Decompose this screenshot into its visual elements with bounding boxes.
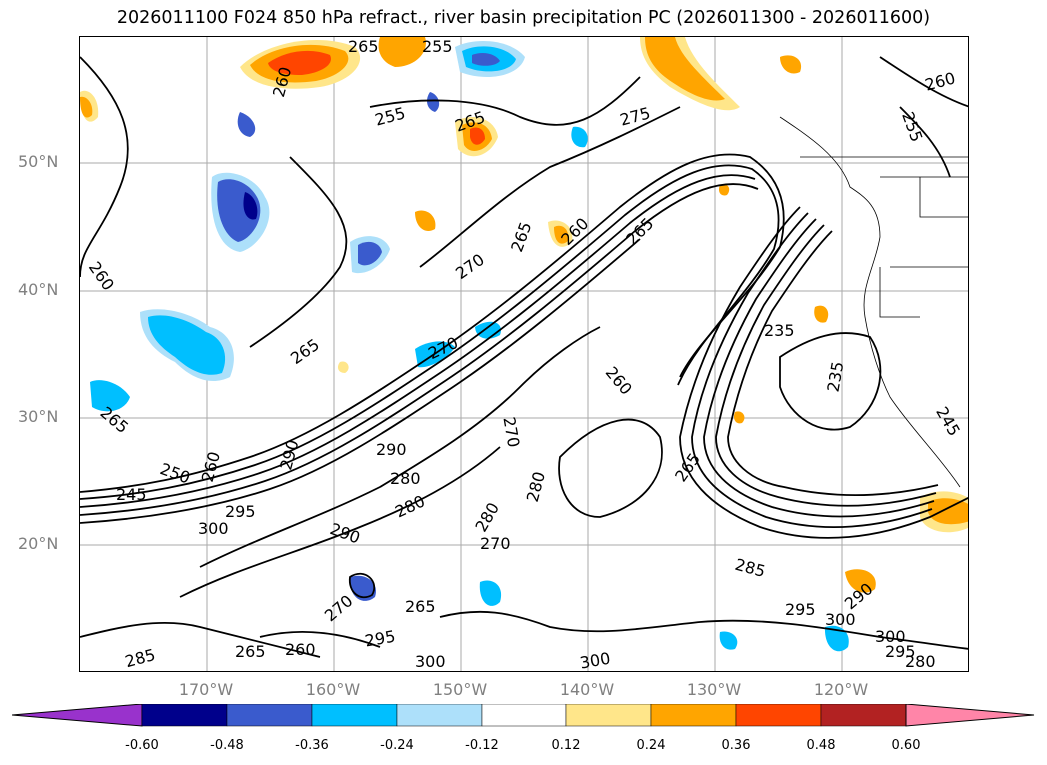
lon-label-150w: 150°W	[432, 680, 488, 699]
contour-label: 265	[405, 597, 436, 616]
contour-label: 265	[235, 642, 266, 661]
colorbar-segment	[565, 703, 652, 727]
contour-label: 235	[764, 321, 795, 340]
contour-label: 270	[321, 591, 357, 625]
contour-label: 290	[376, 440, 407, 459]
contour-label: 280	[523, 470, 549, 504]
contour-label: 295	[785, 600, 816, 619]
contour-label: 275	[618, 103, 652, 129]
contour-label: 265	[671, 449, 704, 485]
contour-label: 265	[287, 335, 323, 368]
colorbar-segment	[141, 703, 228, 727]
colorbar-segment	[820, 703, 907, 727]
contour-label: 245	[116, 485, 147, 504]
contour-label: 260	[198, 450, 224, 484]
contour-label: 265	[622, 214, 657, 249]
colorbar-tick: -0.48	[210, 738, 244, 753]
colorbar	[11, 703, 1036, 734]
lat-label-30n: 30°N	[18, 407, 59, 426]
contour-label: 300	[825, 610, 856, 629]
contour-label: 280	[392, 491, 428, 521]
map-canvas: 265 255 260 255 265 275 260 255 260 265 …	[80, 37, 968, 672]
map-panel: 265 255 260 255 265 275 260 255 260 265 …	[79, 36, 969, 672]
contour-label: 300	[875, 627, 906, 646]
contour-label: 270	[499, 415, 523, 448]
contour-label: 300	[578, 649, 611, 672]
contour-label: 235	[823, 360, 847, 393]
contour-label: 285	[123, 645, 157, 671]
contour-label: 280	[390, 469, 421, 488]
lon-label-140w: 140°W	[559, 680, 615, 699]
contour-label: 260	[602, 363, 636, 399]
contour-label: 300	[198, 519, 229, 538]
contour-label: 245	[932, 403, 964, 439]
colorbar-svg	[11, 703, 1035, 727]
contour-label: 260	[285, 640, 316, 659]
colorbar-segment	[311, 703, 398, 727]
colorbar-tick: 0.48	[806, 738, 836, 753]
contour-label: 295	[225, 502, 256, 521]
colorbar-tick: -0.36	[295, 738, 329, 753]
colorbar-tick: 0.12	[551, 738, 581, 753]
contour-label: 265	[348, 37, 379, 56]
negative-precip-anomaly-fills	[90, 41, 849, 652]
lon-label-130w: 130°W	[686, 680, 742, 699]
colorbar-tick: 0.24	[636, 738, 666, 753]
contour-label: 295	[363, 627, 396, 651]
contour-label: 260	[923, 68, 957, 94]
lon-label-160w: 160°W	[305, 680, 361, 699]
colorbar-tick: -0.12	[465, 738, 499, 753]
contour-label: 290	[328, 519, 363, 547]
contour-label: 280	[471, 499, 503, 535]
contour-label: 250	[158, 459, 193, 487]
colorbar-segment	[481, 703, 567, 727]
contour-label: 255	[373, 103, 407, 129]
refractivity-contours	[80, 56, 968, 658]
map-title: 2026011100 F024 850 hPa refract., river …	[116, 8, 931, 28]
colorbar-tick: 0.36	[721, 738, 751, 753]
contour-label: 285	[733, 555, 767, 581]
colorbar-tick: -0.60	[125, 738, 159, 753]
contour-label: 270	[452, 250, 488, 283]
lon-label-120w: 120°W	[813, 680, 869, 699]
contour-label: 265	[507, 219, 535, 254]
contour-label: 255	[898, 109, 926, 144]
colorbar-upper-extend	[905, 703, 1035, 727]
contour-label: 260	[85, 258, 118, 294]
contour-label: 280	[905, 652, 936, 671]
contour-label: 255	[422, 37, 453, 56]
contour-label: 270	[480, 534, 511, 553]
colorbar-tick: -0.24	[380, 738, 414, 753]
contour-label: 295	[885, 642, 916, 661]
lat-label-20n: 20°N	[18, 534, 59, 553]
colorbar-segment	[396, 703, 483, 727]
colorbar-segment	[735, 703, 822, 727]
colorbar-segment	[226, 703, 313, 727]
contour-label: 300	[415, 652, 446, 671]
lat-label-40n: 40°N	[18, 280, 59, 299]
lat-label-50n: 50°N	[18, 152, 59, 171]
lon-label-170w: 170°W	[178, 680, 234, 699]
colorbar-lower-extend	[11, 703, 143, 727]
positive-precip-anomaly-fills	[80, 37, 968, 593]
colorbar-tick: 0.60	[891, 738, 921, 753]
coastlines	[779, 116, 968, 488]
colorbar-segment	[650, 703, 737, 727]
